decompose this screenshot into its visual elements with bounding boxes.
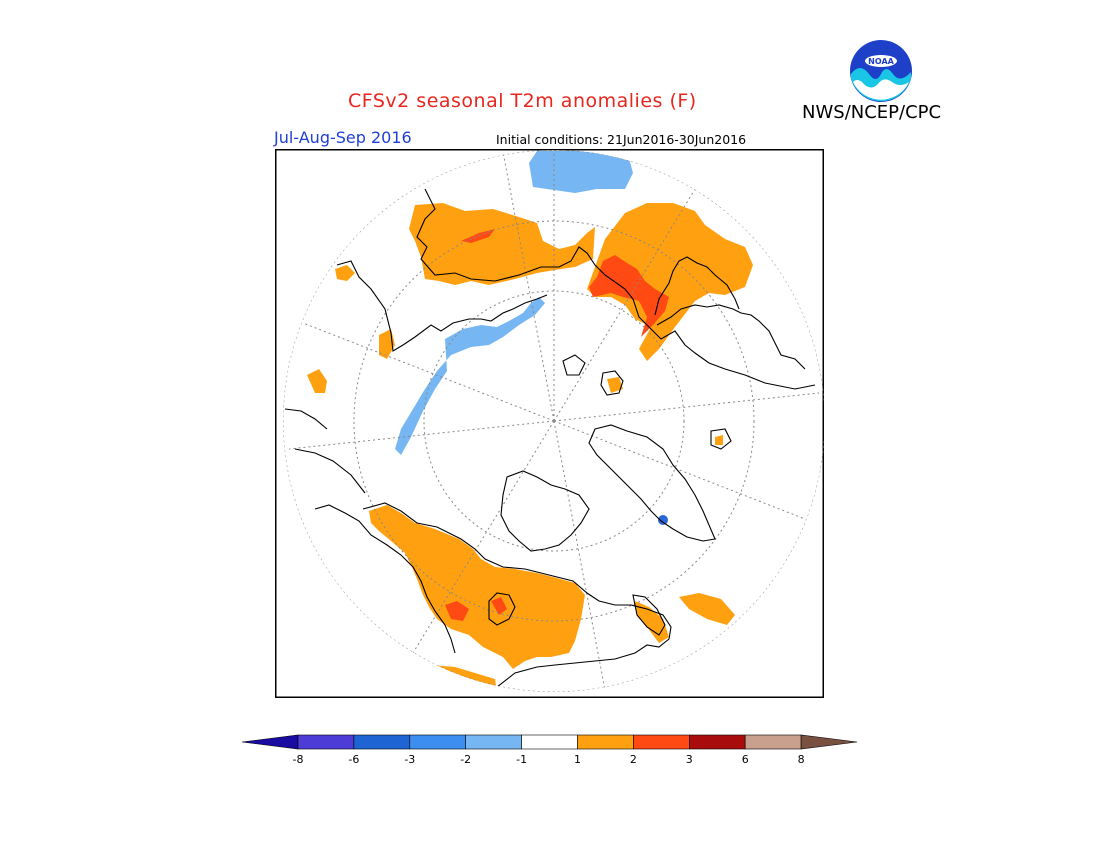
legend-swatch <box>688 734 746 750</box>
legend-tick-label: 8 <box>798 753 805 766</box>
legend-arrow-high <box>800 734 858 750</box>
coast-hudson <box>488 592 516 626</box>
region-north-america-core-2 <box>491 597 507 615</box>
region-west-asia-warm <box>335 265 355 281</box>
region-canada-east-cool <box>658 515 668 525</box>
initial-conditions-label: Initial conditions: 21Jun2016-30Jun2016 <box>496 132 747 147</box>
coast-canada-arctic <box>500 470 590 552</box>
coast-iceland <box>710 428 732 450</box>
legend-swatch <box>465 734 522 750</box>
noaa-logo-icon: NOAA <box>850 40 912 102</box>
legend-swatches <box>241 734 858 750</box>
coast-svalbard <box>600 370 624 396</box>
polar-map <box>275 149 824 698</box>
legend-tick-label: -3 <box>404 753 415 766</box>
anomaly-fields <box>307 151 753 692</box>
coast-north-america <box>362 502 672 692</box>
logo-text: NOAA <box>868 57 894 66</box>
region-asia-coast-cool <box>395 297 545 455</box>
legend-swatch <box>577 734 634 750</box>
legend-tick-label: 3 <box>686 753 693 766</box>
coastlines <box>284 188 816 692</box>
legend-tick-label: -1 <box>516 753 527 766</box>
legend-tick-label: 2 <box>630 753 637 766</box>
season-label: Jul-Aug-Sep 2016 <box>274 128 412 147</box>
legend-swatch <box>297 734 355 750</box>
coast-alaska-peninsula <box>294 448 366 494</box>
graticule <box>283 150 824 692</box>
legend-arrow-low <box>241 734 299 750</box>
region-iceland-warm <box>715 435 723 445</box>
coast-alaska <box>314 504 456 654</box>
color-legend: -8 -6 -3 -2 -1 1 2 3 6 8 <box>241 734 858 766</box>
coast-asia-north <box>336 260 548 352</box>
legend-tick-label: -2 <box>460 753 471 766</box>
legend-swatch <box>633 734 690 750</box>
coast-europe <box>656 304 806 370</box>
region-siberia-hot-streak <box>461 229 495 243</box>
region-north-america-core <box>445 601 469 621</box>
legend-ticks: -8 -6 -3 -2 -1 1 2 3 6 8 <box>293 753 805 766</box>
coast-labrador <box>632 594 666 636</box>
legend-swatch <box>409 734 467 750</box>
coast-asia <box>416 188 816 390</box>
legend-tick-label: -8 <box>293 753 304 766</box>
legend-tick-label: -6 <box>348 753 359 766</box>
coast-scandinavia <box>654 256 740 316</box>
legend-tick-label: 1 <box>574 753 581 766</box>
chart-title: CFSv2 seasonal T2m anomalies (F) <box>348 90 697 112</box>
region-north-america-warm <box>369 505 585 669</box>
region-scandinavia-warm <box>587 203 753 361</box>
region-central-asia-warm <box>307 369 327 393</box>
coast-greenland <box>588 424 716 542</box>
region-svalbard-warm <box>607 377 623 393</box>
region-scandinavia-core <box>589 255 669 337</box>
agency-label: NWS/NCEP/CPC <box>802 102 942 123</box>
legend-swatch <box>744 734 802 750</box>
legend-tick-label: 6 <box>742 753 749 766</box>
region-north-pacific-cool <box>529 151 633 193</box>
region-labrador-warm <box>679 593 735 625</box>
region-east-siberia-warm <box>409 203 595 285</box>
legend-swatch <box>353 734 411 750</box>
legend-swatch <box>521 734 578 750</box>
coast-novaya <box>562 354 586 376</box>
coast-aleutian <box>284 408 328 430</box>
